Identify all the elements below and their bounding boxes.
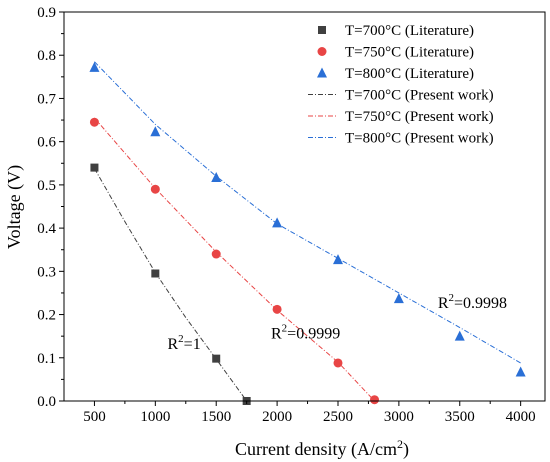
x-tick-label: 1500 [201,409,231,425]
data-point-square [90,163,99,172]
data-point-triangle [515,366,526,377]
legend-label: T=800°C (Present work) [345,131,494,147]
data-point-square [318,26,326,34]
series-line-5 [94,61,521,364]
series-points-2 [89,61,526,377]
y-tick-label: 0.4 [37,221,56,237]
axes: 500 1000 1500 2000 2500 3000 3500 4000 0.0 0.1 0.2… [37,5,546,425]
legend-label: T=750°C (Present work) [345,109,494,125]
legend-item-0: T=700°C (Literature) [318,23,474,39]
x-tick-label: 3500 [445,409,475,425]
annotations: R2=1 R2=0.9999 R2=0.9998 [168,292,508,353]
data-point-triangle [393,293,404,304]
data-point-circle [89,117,99,127]
legend-label: T=700°C (Present work) [345,88,494,104]
x-tick-label: 3000 [384,409,414,425]
y-tick-label: 0.8 [37,48,56,64]
series-line [94,61,521,364]
x-tick-label: 1000 [140,409,170,425]
legend-label: T=800°C (Literature) [345,66,474,82]
series-line-3 [94,168,248,402]
y-tick-label: 0.0 [37,394,56,410]
data-point-circle [272,304,282,314]
legend-item-1: T=750°C (Literature) [317,45,474,61]
r-squared-label: R2=0.9999 [271,322,340,342]
series-layer [89,61,526,405]
data-point-triangle [211,172,222,183]
x-tick-label: 500 [83,409,106,425]
data-point-triangle [89,61,100,72]
r-squared-label: R2=1 [168,333,201,353]
y-tick-label: 0.3 [37,264,56,280]
x-tick-label: 4000 [506,409,536,425]
y-tick-label: 0.7 [37,91,56,107]
legend-item-5: T=800°C (Present work) [308,131,494,147]
x-tick-label: 2500 [323,409,353,425]
legend: T=700°C (Literature) T=750°C (Literature)… [308,23,494,147]
series-line-4 [94,117,375,402]
y-tick-label: 0.6 [37,135,56,151]
data-point-circle [150,184,160,194]
legend-item-2: T=800°C (Literature) [317,66,474,82]
series-points-0 [90,163,251,405]
x-tick-label: 2000 [262,409,292,425]
data-point-square [212,354,221,363]
series-line [94,117,375,402]
y-tick-label: 0.5 [37,178,56,194]
data-point-triangle [332,254,343,265]
data-point-triangle [272,217,283,228]
data-point-triangle [454,330,465,341]
legend-label: T=700°C (Literature) [345,23,474,39]
series-line [94,168,248,402]
data-point-triangle [317,67,327,78]
data-point-circle [370,395,380,405]
r-squared-label: R2=0.9998 [438,292,507,312]
legend-item-4: T=750°C (Present work) [308,109,494,125]
data-point-circle [211,249,221,259]
legend-item-3: T=700°C (Present work) [308,88,494,104]
y-tick-label: 0.2 [37,308,56,324]
y-tick-label: 0.9 [37,5,56,21]
legend-label: T=750°C (Literature) [345,45,474,61]
y-tick-label: 0.1 [37,351,56,367]
data-point-circle [317,47,327,56]
y-axis-title: Voltage (V) [4,165,25,249]
x-axis-title: Current density (A/cm2) [235,437,409,460]
data-point-triangle [150,126,161,137]
